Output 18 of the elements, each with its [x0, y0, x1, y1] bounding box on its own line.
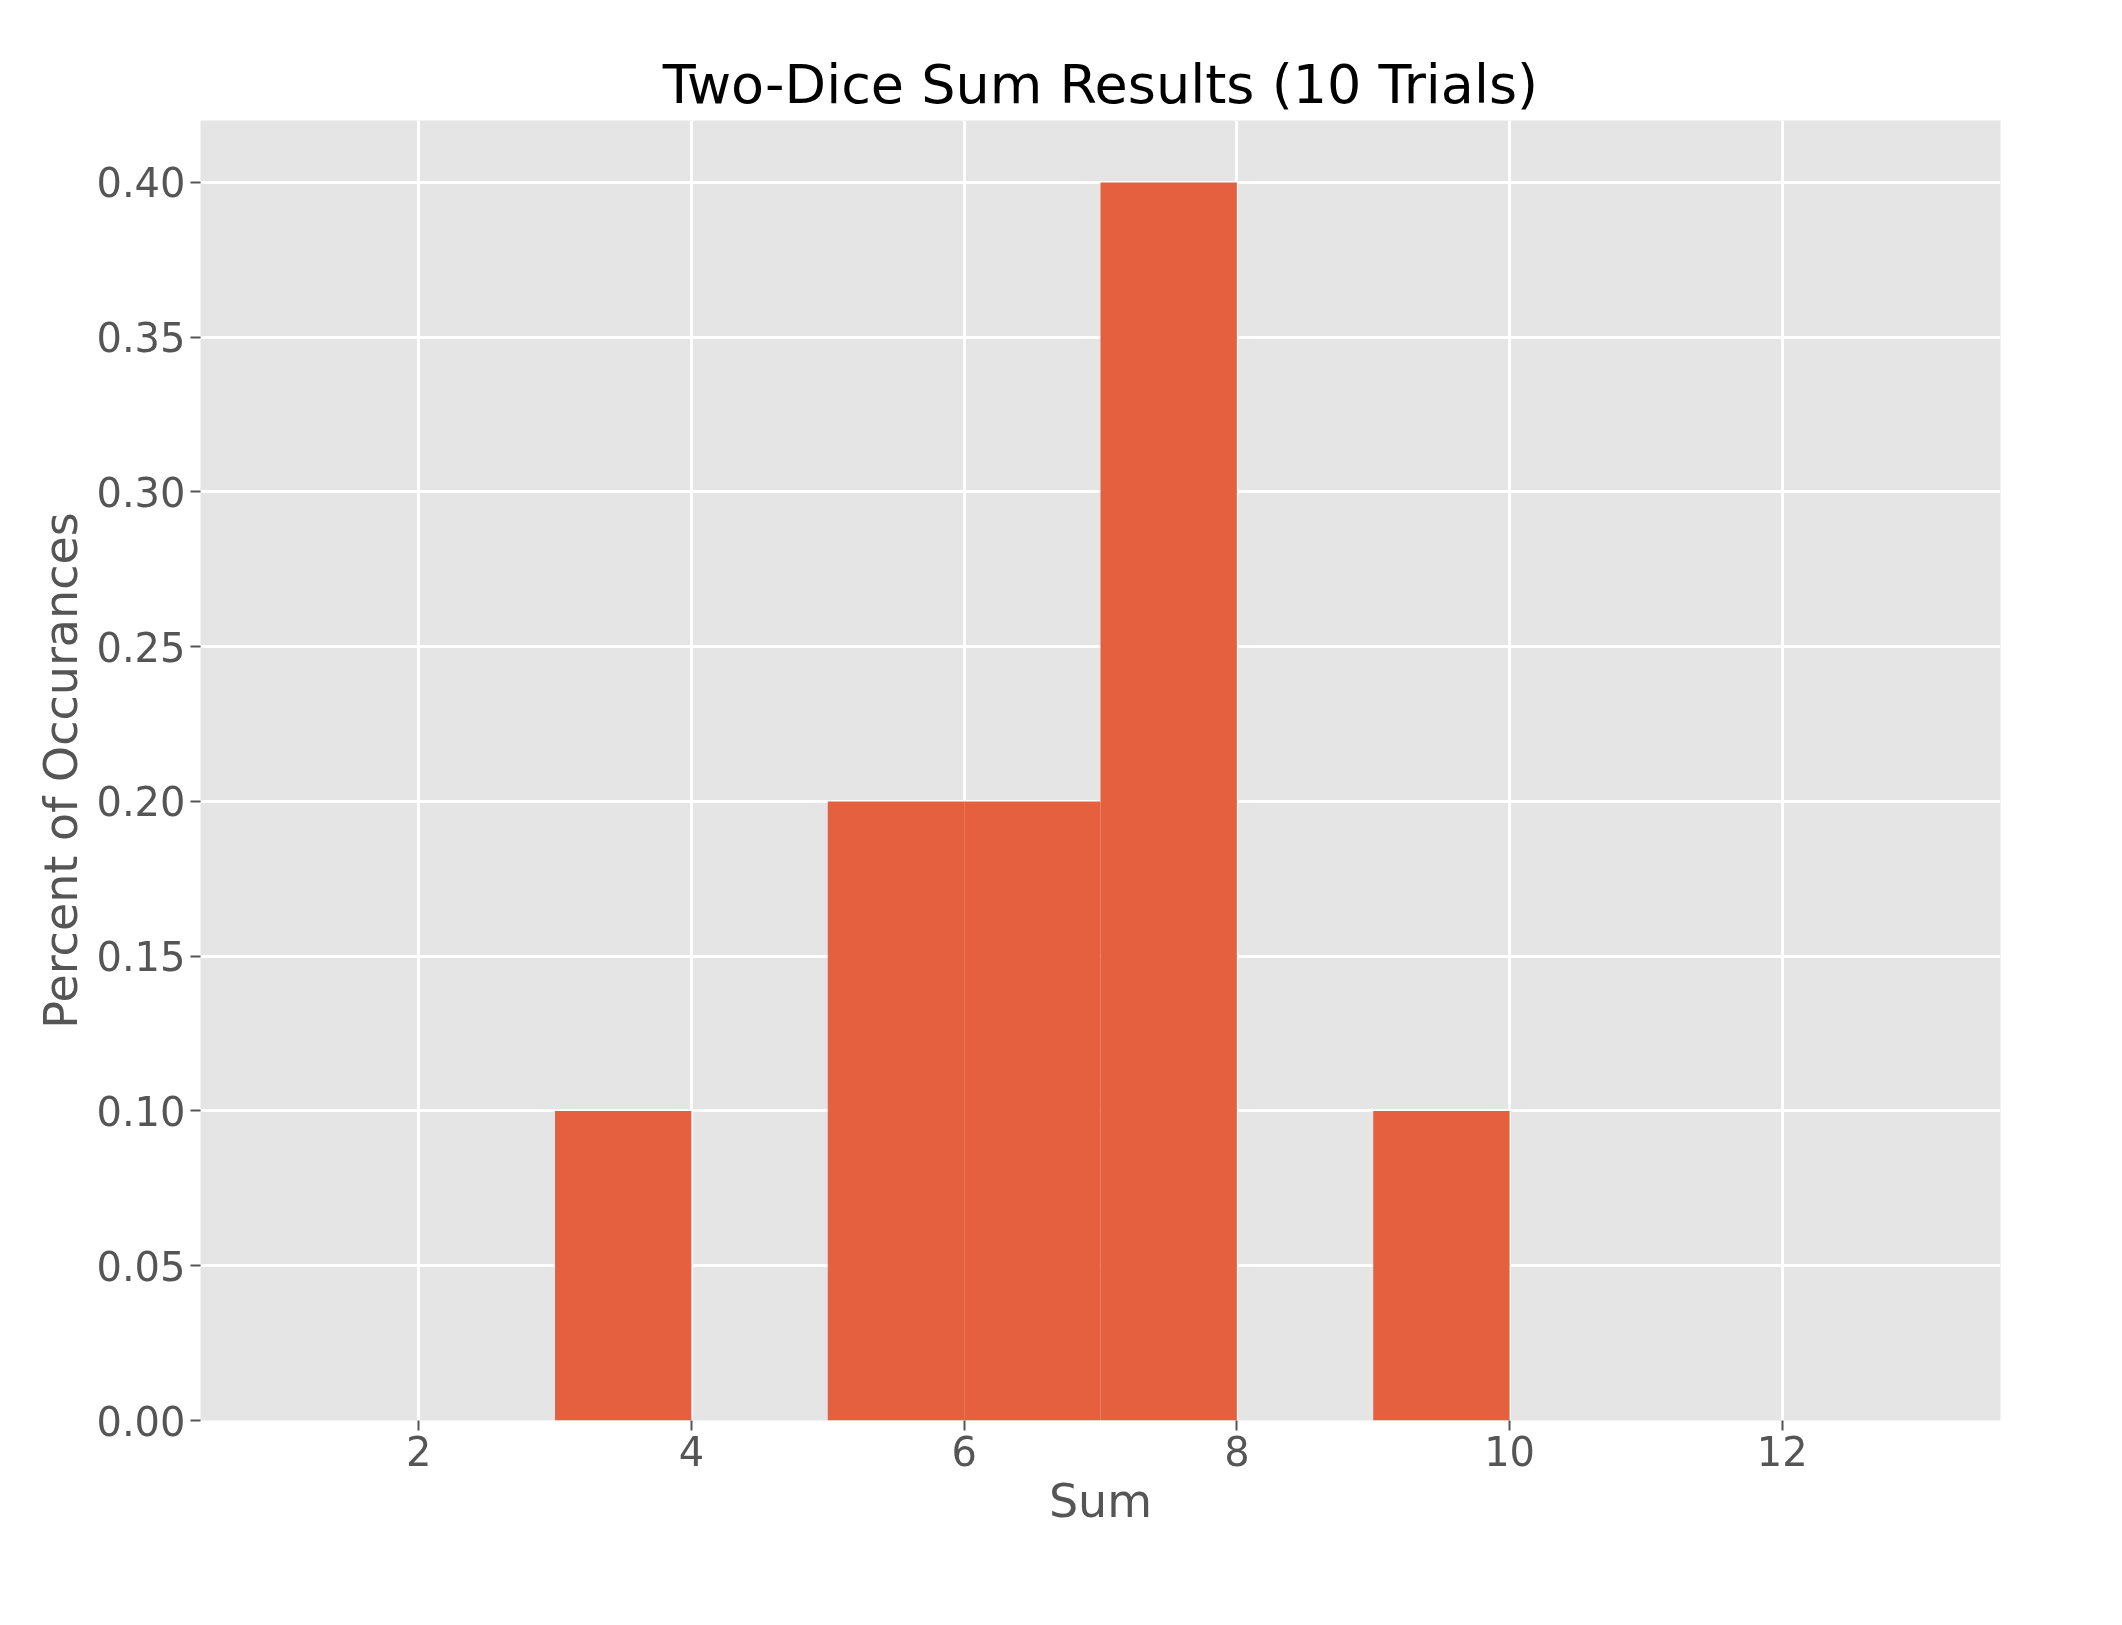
y-axis-title: Percent of Occurances	[34, 512, 89, 1029]
x-tick-label: 8	[1224, 1428, 1250, 1475]
y-tick-label: 0.25	[96, 624, 186, 671]
y-tick-label: 0.40	[96, 160, 186, 207]
y-tick-label: 0.20	[96, 779, 186, 826]
x-tick-label: 10	[1484, 1428, 1536, 1475]
x-tick-label: 4	[678, 1428, 705, 1475]
x-tick-label: 2	[405, 1428, 432, 1475]
x-tick-label: 6	[951, 1428, 977, 1475]
chart-title: Two-Dice Sum Results (10 Trials)	[661, 52, 1539, 116]
y-tick-label: 0.15	[96, 934, 186, 981]
y-tick-label: 0.05	[96, 1243, 186, 1290]
x-axis-title: Sum	[1048, 1473, 1153, 1528]
y-tick-label: 0.00	[96, 1398, 186, 1445]
y-tick-label: 0.10	[96, 1088, 186, 1135]
y-tick-label: 0.30	[96, 469, 186, 516]
y-tick-label: 0.35	[96, 315, 186, 362]
x-tick-label: 12	[1756, 1428, 1808, 1475]
